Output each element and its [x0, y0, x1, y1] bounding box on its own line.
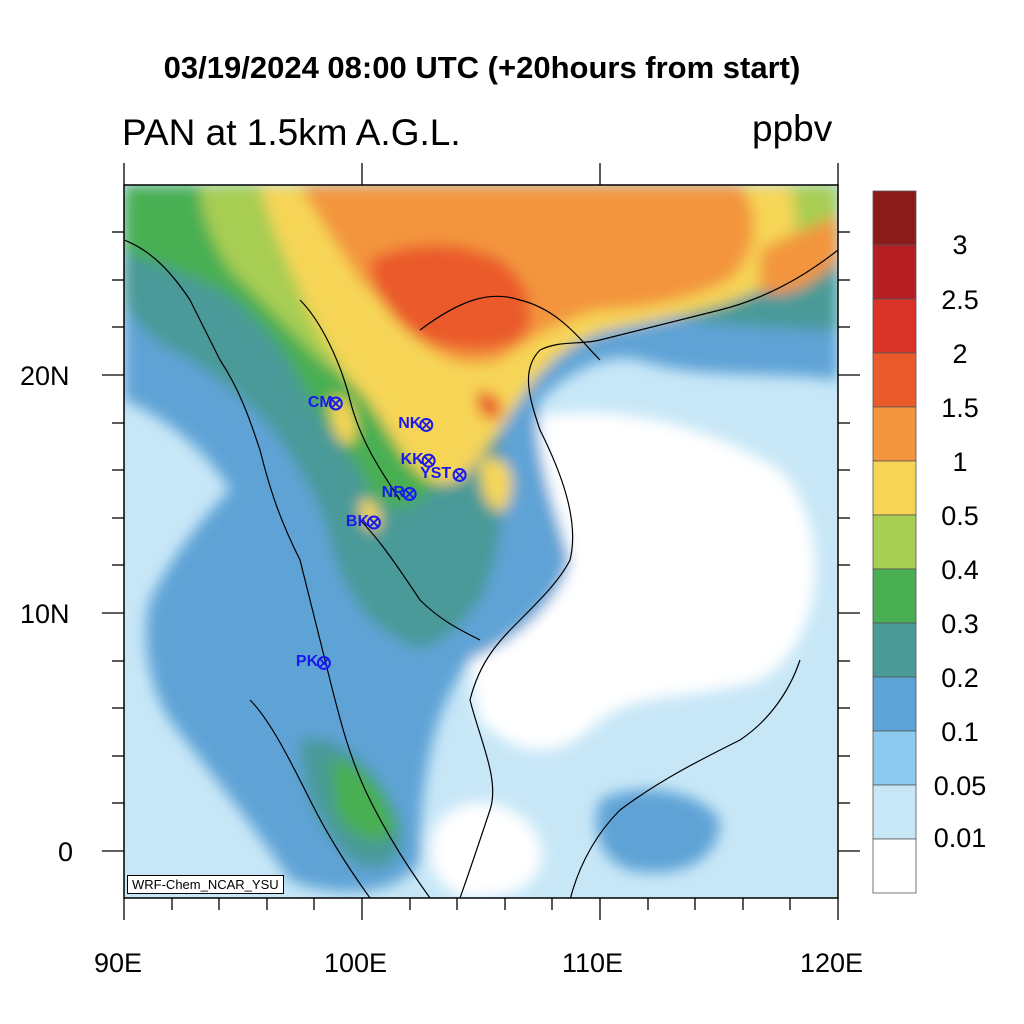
colorbar-label: 3: [952, 230, 968, 260]
lon-label-90e: 90E: [94, 948, 143, 978]
colorbar-box: [872, 406, 917, 462]
station-label: CM: [307, 393, 333, 411]
lon-label-120e: 120E: [800, 948, 864, 978]
colorbar-box: [872, 460, 917, 516]
colorbar-box: [872, 838, 917, 894]
colorbar-label: 0.3: [941, 609, 979, 639]
colorbar-label: 2: [952, 339, 968, 369]
station-label: NK: [398, 414, 422, 432]
colorbar-label: 1: [952, 447, 968, 477]
colorbar-label: 0.05: [933, 771, 987, 801]
station-marker-cross: [369, 517, 379, 528]
colorbar-box: [872, 298, 917, 354]
station-label: NR: [381, 484, 405, 501]
station-label: YST: [420, 464, 452, 482]
colorbar-box: [872, 676, 917, 732]
colorbar-label: 0.5: [941, 501, 979, 531]
colorbar-box: [872, 514, 917, 570]
station-label: BK: [345, 512, 369, 530]
map-title: 03/19/2024 08:00 UTC (+20hours from star…: [163, 50, 801, 85]
colorbar-label: 0.2: [941, 663, 979, 693]
colorbar-label: 0.4: [941, 555, 979, 585]
station-marker-cross: [404, 489, 415, 499]
station-marker-cross: [454, 470, 465, 480]
model-credit: WRF-Chem_NCAR_YSU: [127, 875, 284, 894]
map-frame: [123, 184, 839, 899]
station-marker: [421, 453, 436, 468]
station-marker-cross: [424, 456, 434, 466]
station-marker-cross: [421, 420, 431, 430]
station-label: KK: [400, 450, 424, 468]
colorbar-box: [872, 244, 917, 300]
station-marker: [316, 655, 331, 670]
colorbar-box: [872, 190, 917, 246]
lat-label-20n: 20N: [20, 361, 70, 391]
station-marker: [366, 515, 381, 530]
coastlines: [124, 239, 838, 898]
station-label: PK: [295, 652, 319, 670]
colorbar: [872, 190, 917, 894]
station-marker-cross: [319, 658, 329, 668]
lat-label-0: 0: [58, 837, 74, 867]
station-marker: [328, 396, 343, 411]
station-marker-cross: [331, 398, 341, 409]
axis-ticks: [102, 163, 860, 920]
station-marker: [419, 417, 434, 432]
colorbar-label: 0.1: [941, 717, 979, 747]
colorbar-label: 1.5: [941, 393, 979, 423]
variable-title: PAN at 1.5km A.G.L.: [122, 112, 461, 153]
colorbar-box: [872, 730, 917, 786]
concentration-field: [124, 185, 838, 898]
colorbar-box: [872, 622, 917, 678]
colorbar-box: [872, 352, 917, 408]
colorbar-label: 0.01: [933, 823, 987, 853]
lon-label-110e: 110E: [562, 948, 624, 978]
colorbar-box: [872, 784, 917, 840]
lon-label-100e: 100E: [324, 948, 388, 978]
colorbar-box: [872, 568, 917, 624]
station-marker: [402, 487, 417, 501]
units-label: ppbv: [752, 108, 833, 149]
lat-label-10n: 10N: [20, 599, 70, 629]
station-markers: [316, 396, 467, 670]
colorbar-label: 2.5: [941, 285, 979, 315]
station-marker: [452, 467, 467, 482]
